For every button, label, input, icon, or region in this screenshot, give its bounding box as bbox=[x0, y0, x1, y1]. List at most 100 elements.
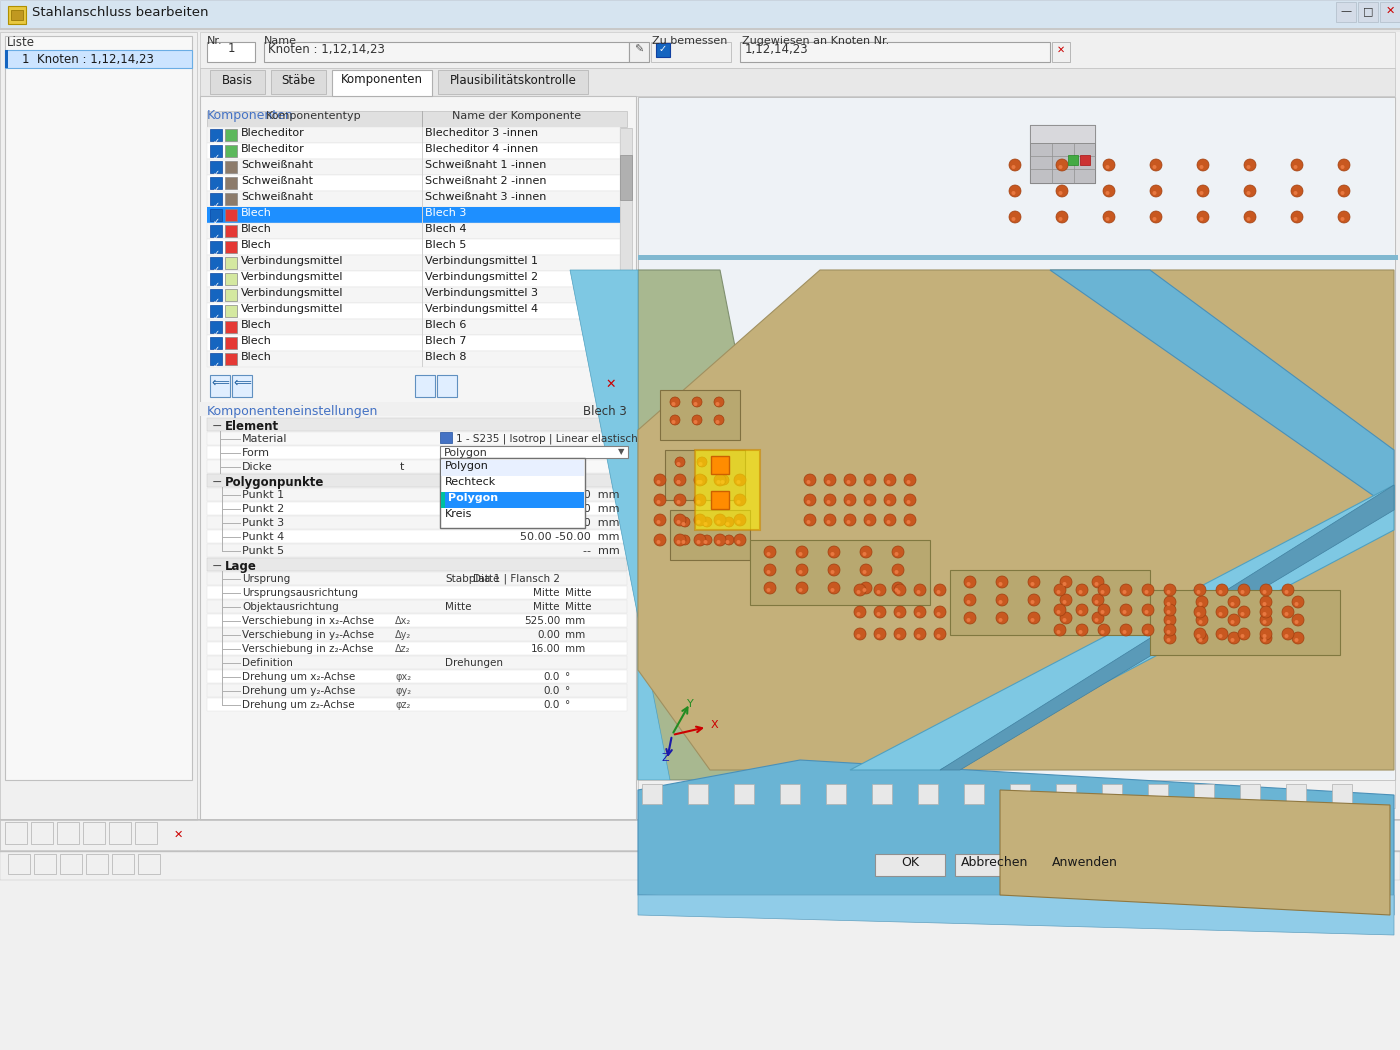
Circle shape bbox=[874, 606, 886, 618]
Bar bbox=[440, 446, 629, 458]
Circle shape bbox=[1245, 159, 1256, 171]
Circle shape bbox=[767, 588, 770, 592]
Bar bbox=[210, 209, 223, 220]
Bar bbox=[272, 70, 326, 94]
Bar bbox=[1068, 155, 1078, 165]
Circle shape bbox=[673, 494, 686, 506]
Circle shape bbox=[697, 540, 700, 544]
Text: --  mm: -- mm bbox=[584, 546, 620, 556]
Circle shape bbox=[847, 480, 851, 484]
Text: ✓: ✓ bbox=[213, 185, 220, 193]
Bar bbox=[225, 209, 237, 220]
Circle shape bbox=[1078, 610, 1082, 614]
Bar bbox=[29, 828, 50, 848]
Circle shape bbox=[806, 520, 811, 524]
Text: Blech: Blech bbox=[241, 320, 272, 330]
Bar bbox=[225, 304, 237, 317]
Circle shape bbox=[717, 520, 721, 524]
Text: 1  Knoten : 1,12,14,23: 1 Knoten : 1,12,14,23 bbox=[22, 52, 154, 66]
Circle shape bbox=[1245, 185, 1256, 197]
Text: Punkt 2: Punkt 2 bbox=[242, 504, 284, 514]
Circle shape bbox=[1263, 638, 1267, 642]
Circle shape bbox=[844, 494, 855, 506]
Circle shape bbox=[692, 397, 701, 407]
Circle shape bbox=[1009, 185, 1021, 197]
Text: ✎: ✎ bbox=[634, 45, 644, 55]
Circle shape bbox=[680, 517, 690, 527]
Text: Blech 8: Blech 8 bbox=[426, 352, 466, 362]
Text: 0.0: 0.0 bbox=[543, 672, 560, 682]
Circle shape bbox=[717, 480, 721, 484]
Bar bbox=[134, 822, 157, 844]
Text: Blecheditor 4 -innen: Blecheditor 4 -innen bbox=[426, 144, 538, 154]
Circle shape bbox=[904, 514, 916, 526]
Text: Liste: Liste bbox=[7, 36, 35, 49]
Circle shape bbox=[1231, 638, 1235, 642]
Bar bbox=[1051, 42, 1070, 62]
Circle shape bbox=[1077, 604, 1088, 616]
Circle shape bbox=[714, 397, 724, 407]
Circle shape bbox=[798, 588, 802, 592]
Circle shape bbox=[654, 474, 666, 486]
Bar bbox=[1336, 2, 1357, 22]
Circle shape bbox=[1095, 582, 1099, 586]
Circle shape bbox=[673, 534, 686, 546]
Text: Name der Komponente: Name der Komponente bbox=[452, 111, 581, 121]
Circle shape bbox=[1011, 217, 1015, 220]
Bar bbox=[207, 335, 620, 351]
Circle shape bbox=[1009, 159, 1021, 171]
Circle shape bbox=[676, 462, 680, 466]
Bar bbox=[8, 854, 29, 874]
Bar bbox=[225, 353, 237, 365]
Bar bbox=[207, 628, 627, 640]
Bar bbox=[200, 68, 1394, 96]
Circle shape bbox=[1163, 596, 1176, 608]
Text: Ursprungsausrichtung: Ursprungsausrichtung bbox=[242, 588, 358, 598]
Circle shape bbox=[725, 540, 729, 544]
Bar bbox=[11, 10, 22, 20]
Text: ✓: ✓ bbox=[213, 168, 220, 177]
Bar bbox=[210, 145, 223, 158]
Bar bbox=[76, 828, 95, 848]
Circle shape bbox=[864, 474, 876, 486]
Circle shape bbox=[1292, 614, 1303, 626]
Bar bbox=[200, 96, 636, 820]
Circle shape bbox=[825, 494, 836, 506]
Circle shape bbox=[798, 570, 802, 574]
Bar bbox=[207, 502, 627, 514]
Circle shape bbox=[1142, 624, 1154, 636]
Bar bbox=[0, 0, 1400, 28]
Circle shape bbox=[1198, 620, 1203, 624]
Text: Punkt 4: Punkt 4 bbox=[242, 532, 284, 542]
Circle shape bbox=[876, 634, 881, 638]
Circle shape bbox=[1011, 165, 1015, 169]
Bar bbox=[210, 193, 223, 205]
Circle shape bbox=[1058, 165, 1063, 169]
Text: Stäbe: Stäbe bbox=[281, 74, 315, 86]
Circle shape bbox=[854, 606, 867, 618]
Circle shape bbox=[1295, 620, 1299, 624]
Circle shape bbox=[1260, 632, 1273, 644]
Bar bbox=[207, 516, 627, 529]
Text: ✓: ✓ bbox=[659, 44, 666, 54]
Polygon shape bbox=[638, 760, 1394, 915]
Bar bbox=[711, 491, 729, 509]
Text: Mitte: Mitte bbox=[566, 588, 591, 598]
Text: Form: Form bbox=[242, 448, 270, 458]
Text: Δx₂: Δx₂ bbox=[395, 616, 412, 626]
Text: Blecheditor 3 -innen: Blecheditor 3 -innen bbox=[426, 128, 538, 138]
Bar bbox=[955, 854, 1035, 876]
Text: 525.00: 525.00 bbox=[524, 616, 560, 626]
Text: Material: Material bbox=[242, 434, 287, 444]
Bar bbox=[225, 225, 237, 237]
Bar bbox=[200, 402, 636, 416]
Circle shape bbox=[1341, 165, 1344, 169]
Circle shape bbox=[676, 520, 680, 524]
Text: φy₂: φy₂ bbox=[395, 686, 412, 696]
Text: Kreis: Kreis bbox=[445, 509, 472, 519]
Text: Blech 6: Blech 6 bbox=[426, 320, 466, 330]
Circle shape bbox=[676, 480, 680, 484]
Circle shape bbox=[1231, 602, 1235, 606]
Circle shape bbox=[734, 534, 746, 546]
Bar bbox=[638, 97, 1394, 780]
